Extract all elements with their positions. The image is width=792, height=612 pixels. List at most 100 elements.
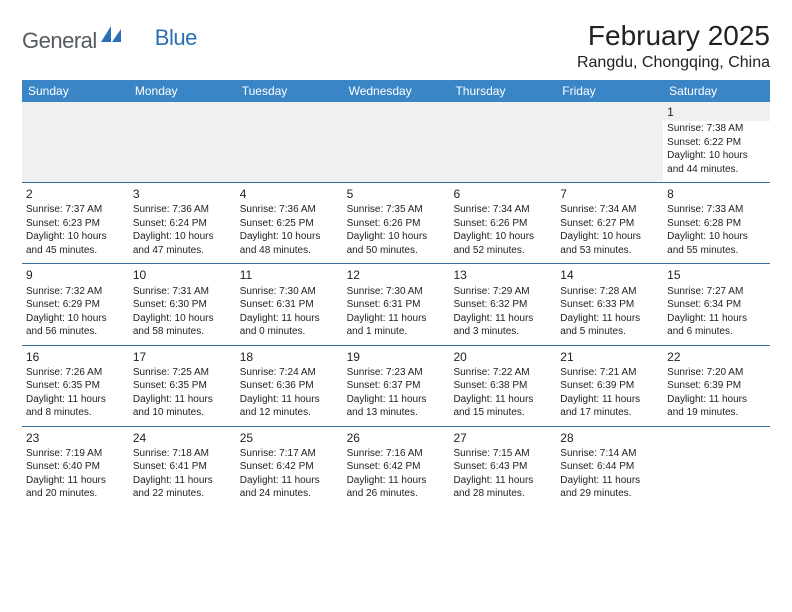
day-number: 4 [240,186,339,202]
sunset-text: Sunset: 6:26 PM [453,217,552,231]
location-text: Rangdu, Chongqing, China [577,54,770,72]
sunrise-text: Sunrise: 7:25 AM [133,366,232,380]
sunset-text: Sunset: 6:27 PM [560,217,659,231]
daylight1-text: Daylight: 11 hours [347,474,446,488]
empty-cell [556,102,663,182]
day-number: 26 [347,430,446,446]
daylight2-text: and 5 minutes. [560,325,659,339]
logo: General Blue [22,20,197,55]
daylight1-text: Daylight: 11 hours [240,393,339,407]
week-row: 9Sunrise: 7:32 AMSunset: 6:29 PMDaylight… [22,263,770,344]
daylight1-text: Daylight: 10 hours [453,230,552,244]
day-number: 5 [347,186,446,202]
day-header: Sunday [22,80,129,102]
day-header-row: SundayMondayTuesdayWednesdayThursdayFrid… [22,80,770,102]
day-header: Wednesday [343,80,450,102]
day-number: 17 [133,349,232,365]
sunset-text: Sunset: 6:29 PM [26,298,125,312]
sunset-text: Sunset: 6:43 PM [453,460,552,474]
sunrise-text: Sunrise: 7:14 AM [560,447,659,461]
sunset-text: Sunset: 6:31 PM [240,298,339,312]
day-cell: 22Sunrise: 7:20 AMSunset: 6:39 PMDayligh… [663,346,770,426]
daylight1-text: Daylight: 11 hours [240,312,339,326]
title-block: February 2025 Rangdu, Chongqing, China [577,20,770,72]
sunrise-text: Sunrise: 7:38 AM [667,122,766,136]
week-row: 1Sunrise: 7:38 AMSunset: 6:22 PMDaylight… [22,102,770,182]
empty-cell [343,102,450,182]
logo-text-part1: General [22,28,97,54]
week-row: 2Sunrise: 7:37 AMSunset: 6:23 PMDaylight… [22,182,770,263]
week-row: 23Sunrise: 7:19 AMSunset: 6:40 PMDayligh… [22,426,770,507]
day-number: 18 [240,349,339,365]
day-number: 1 [663,102,770,121]
day-number: 2 [26,186,125,202]
sunset-text: Sunset: 6:26 PM [347,217,446,231]
sunrise-text: Sunrise: 7:33 AM [667,203,766,217]
sunrise-text: Sunrise: 7:32 AM [26,285,125,299]
daylight2-text: and 58 minutes. [133,325,232,339]
daylight1-text: Daylight: 10 hours [667,149,766,163]
day-header: Thursday [449,80,556,102]
sunset-text: Sunset: 6:35 PM [133,379,232,393]
day-cell: 8Sunrise: 7:33 AMSunset: 6:28 PMDaylight… [663,183,770,263]
sunset-text: Sunset: 6:39 PM [667,379,766,393]
empty-cell [663,427,770,507]
sunrise-text: Sunrise: 7:36 AM [133,203,232,217]
daylight1-text: Daylight: 10 hours [26,312,125,326]
day-number: 11 [240,267,339,283]
sunset-text: Sunset: 6:42 PM [347,460,446,474]
daylight1-text: Daylight: 10 hours [26,230,125,244]
day-cell: 24Sunrise: 7:18 AMSunset: 6:41 PMDayligh… [129,427,236,507]
day-number: 7 [560,186,659,202]
day-cell: 14Sunrise: 7:28 AMSunset: 6:33 PMDayligh… [556,264,663,344]
daylight1-text: Daylight: 11 hours [133,474,232,488]
daylight2-text: and 19 minutes. [667,406,766,420]
day-cell: 17Sunrise: 7:25 AMSunset: 6:35 PMDayligh… [129,346,236,426]
day-cell: 2Sunrise: 7:37 AMSunset: 6:23 PMDaylight… [22,183,129,263]
day-number: 8 [667,186,766,202]
sunset-text: Sunset: 6:23 PM [26,217,125,231]
daylight1-text: Daylight: 11 hours [347,393,446,407]
sunrise-text: Sunrise: 7:17 AM [240,447,339,461]
sunrise-text: Sunrise: 7:34 AM [560,203,659,217]
day-number: 23 [26,430,125,446]
day-number: 6 [453,186,552,202]
sunrise-text: Sunrise: 7:30 AM [240,285,339,299]
day-header: Tuesday [236,80,343,102]
empty-cell [236,102,343,182]
sunset-text: Sunset: 6:34 PM [667,298,766,312]
daylight2-text: and 1 minute. [347,325,446,339]
daylight2-text: and 22 minutes. [133,487,232,501]
daylight2-text: and 26 minutes. [347,487,446,501]
sunrise-text: Sunrise: 7:20 AM [667,366,766,380]
day-header: Saturday [663,80,770,102]
daylight2-text: and 28 minutes. [453,487,552,501]
daylight1-text: Daylight: 10 hours [667,230,766,244]
daylight1-text: Daylight: 11 hours [240,474,339,488]
daylight1-text: Daylight: 11 hours [667,393,766,407]
daylight2-text: and 12 minutes. [240,406,339,420]
daylight1-text: Daylight: 10 hours [240,230,339,244]
daylight2-text: and 44 minutes. [667,163,766,177]
sunrise-text: Sunrise: 7:34 AM [453,203,552,217]
day-number: 19 [347,349,446,365]
daylight1-text: Daylight: 11 hours [133,393,232,407]
day-number: 28 [560,430,659,446]
sunrise-text: Sunrise: 7:36 AM [240,203,339,217]
day-cell: 25Sunrise: 7:17 AMSunset: 6:42 PMDayligh… [236,427,343,507]
sunset-text: Sunset: 6:32 PM [453,298,552,312]
day-cell: 28Sunrise: 7:14 AMSunset: 6:44 PMDayligh… [556,427,663,507]
daylight1-text: Daylight: 10 hours [133,230,232,244]
sunrise-text: Sunrise: 7:29 AM [453,285,552,299]
day-cell: 27Sunrise: 7:15 AMSunset: 6:43 PMDayligh… [449,427,556,507]
day-cell: 19Sunrise: 7:23 AMSunset: 6:37 PMDayligh… [343,346,450,426]
day-header: Friday [556,80,663,102]
day-cell: 20Sunrise: 7:22 AMSunset: 6:38 PMDayligh… [449,346,556,426]
sunrise-text: Sunrise: 7:31 AM [133,285,232,299]
day-number: 10 [133,267,232,283]
sunrise-text: Sunrise: 7:18 AM [133,447,232,461]
day-cell: 12Sunrise: 7:30 AMSunset: 6:31 PMDayligh… [343,264,450,344]
daylight2-text: and 20 minutes. [26,487,125,501]
daylight1-text: Daylight: 11 hours [560,312,659,326]
sunset-text: Sunset: 6:39 PM [560,379,659,393]
